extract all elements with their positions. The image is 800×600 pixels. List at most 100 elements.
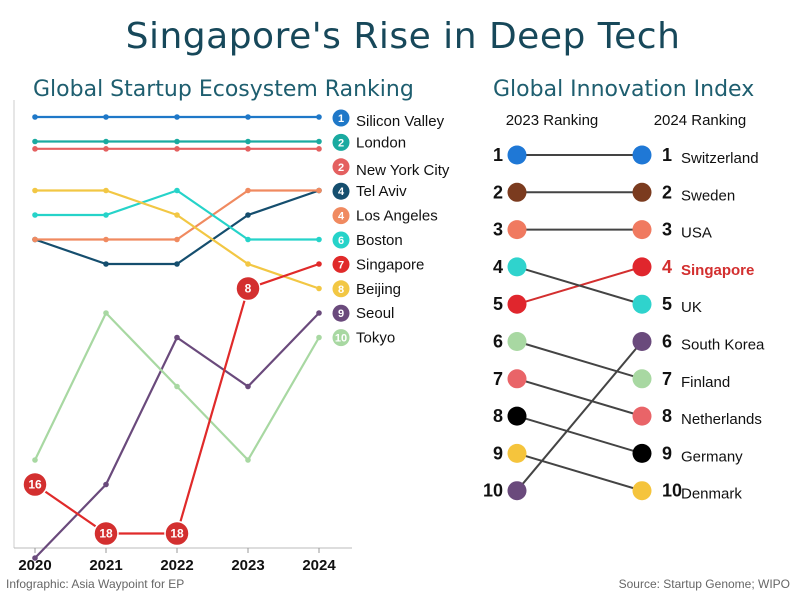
legend-rank: 2 xyxy=(338,137,344,149)
point-2024-south-korea xyxy=(632,332,652,351)
legend-badge-new-york-city xyxy=(332,158,350,176)
rank-2024-label: 5 xyxy=(662,294,672,314)
data-point-tokyo xyxy=(32,457,38,463)
country-label-denmark: Denmark xyxy=(681,486,742,503)
data-point-tel-aviv xyxy=(245,212,251,218)
series-line-tel-aviv xyxy=(34,189,320,266)
point-2024-sweden xyxy=(632,182,652,202)
data-point-tokyo xyxy=(103,310,109,316)
connector-finland xyxy=(516,340,643,380)
legend-badge-beijing xyxy=(332,280,350,298)
data-label-text: 18 xyxy=(99,527,113,541)
x-tick-label: 2022 xyxy=(160,557,193,574)
column-header-2023: 2023 Ranking xyxy=(506,112,599,129)
point-2023-denmark xyxy=(507,443,527,463)
point-2024-finland xyxy=(632,369,652,389)
point-2024-denmark xyxy=(632,481,652,501)
rank-2024-label: 9 xyxy=(662,443,672,463)
point-2023-uk xyxy=(507,257,527,277)
data-label-text: 18 xyxy=(170,527,184,541)
rank-2023-label: 6 xyxy=(493,332,503,352)
data-point-boston xyxy=(316,236,322,243)
rank-2023-label: 10 xyxy=(483,481,503,501)
data-point-beijing xyxy=(245,261,251,267)
data-point-london xyxy=(174,138,180,145)
rank-2024-label: 3 xyxy=(662,220,672,240)
rank-2024-label: 1 xyxy=(662,145,672,165)
data-point-tel-aviv xyxy=(103,261,109,267)
legend-badge-silicon-valley xyxy=(332,109,350,127)
legend-badge-tokyo xyxy=(332,329,350,347)
left-chart-title: Global Startup Ecosystem Ranking xyxy=(33,77,414,102)
rank-2023-label: 4 xyxy=(493,257,503,277)
main-title: Singapore's Rise in Deep Tech xyxy=(126,16,681,57)
point-2023-finland xyxy=(507,332,527,351)
data-point-los-angeles xyxy=(103,236,109,243)
source-text: Source: Startup Genome; WIPO xyxy=(619,577,790,591)
legend-label-beijing: Beijing xyxy=(356,281,401,298)
point-2024-singapore xyxy=(632,257,652,277)
legend-rank: 7 xyxy=(338,259,344,271)
data-point-new-york-city xyxy=(174,146,180,152)
point-2024-uk xyxy=(632,294,652,314)
data-point-silicon-valley xyxy=(32,114,38,120)
data-point-los-angeles xyxy=(316,187,322,194)
data-point-seoul xyxy=(316,310,322,316)
x-tick-label: 2021 xyxy=(89,557,122,574)
point-2023-netherlands xyxy=(507,369,527,389)
legend-rank: 4 xyxy=(338,186,345,198)
x-tick-label: 2023 xyxy=(231,557,264,574)
data-point-london xyxy=(245,138,251,145)
data-label-bubble xyxy=(235,275,261,302)
country-label-sweden: Sweden xyxy=(681,187,735,204)
rank-2023-label: 3 xyxy=(493,220,503,240)
legend-badge-tel-aviv xyxy=(332,182,350,200)
country-label-netherlands: Netherlands xyxy=(681,411,762,428)
rank-2024-label: 7 xyxy=(662,369,672,389)
x-tick-label: 2020 xyxy=(18,557,51,574)
rank-2023-label: 5 xyxy=(493,294,503,314)
legend-rank: 9 xyxy=(338,308,344,320)
country-label-singapore: Singapore xyxy=(681,262,754,279)
data-point-seoul xyxy=(103,481,109,488)
country-label-usa: USA xyxy=(681,225,712,242)
country-label-finland: Finland xyxy=(681,374,730,391)
legend-label-silicon-valley: Silicon Valley xyxy=(356,113,445,130)
legend-rank: 4 xyxy=(338,211,345,223)
data-label-bubble xyxy=(93,520,119,547)
rank-2024-label: 4 xyxy=(662,257,672,277)
data-point-tokyo xyxy=(316,334,322,341)
country-label-switzerland: Switzerland xyxy=(681,150,759,167)
startup-ranking-chart: 2020 2021 2022 2023 2024 16 18 18 8 1 Silicon Vall… xyxy=(13,100,450,574)
connector-netherlands xyxy=(516,377,643,418)
data-point-new-york-city xyxy=(32,146,38,152)
legend-label-tokyo: Tokyo xyxy=(356,330,395,347)
point-2023-south-korea xyxy=(507,481,527,501)
data-point-los-angeles xyxy=(174,236,180,243)
legend-badge-london xyxy=(332,133,350,151)
data-point-london xyxy=(316,138,322,145)
connector-germany xyxy=(516,415,643,455)
data-point-seoul xyxy=(32,555,38,561)
data-label-text: 8 xyxy=(245,282,252,296)
legend-rank: 10 xyxy=(335,333,347,345)
data-label-text: 16 xyxy=(28,478,42,492)
rank-2023-label: 7 xyxy=(493,369,503,389)
connector-denmark xyxy=(516,452,643,492)
data-point-beijing xyxy=(174,212,180,218)
country-label-south-korea: South Korea xyxy=(681,337,765,354)
legend-badge-singapore xyxy=(332,255,350,273)
credit-text: Infographic: Asia Waypoint for EP xyxy=(6,577,184,591)
data-point-silicon-valley xyxy=(245,114,251,120)
rank-2023-label: 1 xyxy=(493,145,503,165)
data-point-tokyo xyxy=(174,383,180,390)
column-header-2024: 2024 Ranking xyxy=(654,112,747,129)
legend-label-tel-aviv: Tel Aviv xyxy=(356,183,407,200)
data-point-silicon-valley xyxy=(103,114,109,120)
point-2024-usa xyxy=(632,220,652,240)
data-point-boston xyxy=(103,212,109,218)
legend-label-new-york-city: New York City xyxy=(356,162,450,179)
data-point-boston xyxy=(32,212,38,218)
rank-2024-label: 8 xyxy=(662,406,672,426)
data-point-london xyxy=(103,138,109,145)
